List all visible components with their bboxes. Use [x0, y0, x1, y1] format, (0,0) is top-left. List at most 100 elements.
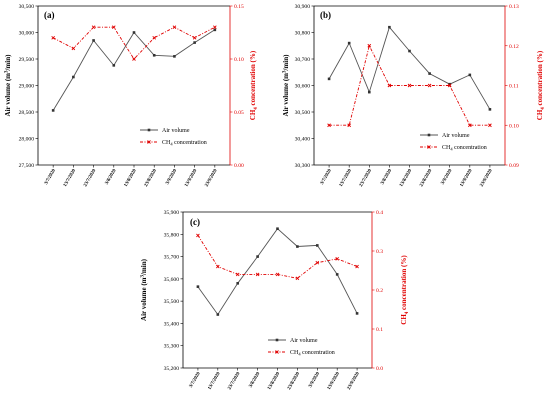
legend-ch4-label-part: concentration [453, 145, 487, 151]
y-tick-label: 35,400 [164, 321, 180, 327]
ch4-concentration-point [347, 123, 352, 128]
ch4-concentration-point [387, 83, 392, 88]
air-volume-point [173, 55, 176, 58]
y-tick-label: 35,300 [164, 344, 180, 350]
legend-ch4-label-part: concentration [301, 350, 335, 356]
y2-axis-title-sub: 4 [405, 311, 410, 314]
y2-tick-label: 0.0 [376, 366, 383, 372]
x-tick-label: 23/9/2020 [205, 168, 219, 188]
y2-tick-label: 0.15 [234, 4, 244, 10]
air-volume-point [428, 72, 431, 75]
x-tick-label: 23/7/2020 [227, 371, 241, 391]
y-tick-label: 30,800 [295, 31, 311, 37]
legend-air-marker [427, 133, 431, 137]
y-tick-label: 35,800 [164, 232, 180, 238]
legend-ch4-label: CH4 concentration [442, 145, 487, 152]
air-volume-point [315, 244, 319, 247]
legend-ch4-label: CH4 concentration [162, 140, 207, 147]
y-tick-label: 30,400 [295, 137, 311, 143]
ch4-concentration-point [315, 260, 320, 265]
y-tick-label: 35,200 [164, 366, 180, 372]
ch4-concentration-point [196, 233, 200, 238]
ch4-concentration-point [295, 276, 300, 281]
y-axis-title-sup: 3 [283, 70, 288, 73]
air-volume-line [52, 29, 216, 111]
y-tick-label: 30,500 [19, 4, 35, 10]
ch4-concentration-point [367, 43, 372, 48]
air-volume-point [335, 273, 339, 276]
y-tick-label: 35,700 [164, 255, 180, 261]
x-tick-label: 3/8/2020 [380, 168, 393, 186]
y2-axis-title-sub: 4 [541, 107, 546, 110]
legend-air-marker [275, 338, 279, 342]
x-tick-label: 13/8/2020 [399, 168, 413, 188]
y2-tick-label: 0.3 [376, 249, 383, 255]
y-axis-title-part: /min) [282, 54, 290, 72]
legend-air-label: Air volume [442, 133, 470, 139]
x-tick-label: 13/7/2020 [63, 168, 77, 188]
y2-tick-label: 0.12 [509, 44, 519, 50]
y2-axis-title-part: CH [249, 109, 257, 120]
ch4-concentration-point [213, 25, 217, 30]
x-tick-label: 3/9/2020 [308, 371, 321, 389]
y-axis-title-part: Air volume (m [140, 277, 148, 321]
legend-ch4-label-sub: 4 [450, 147, 453, 152]
ch4-concentration-point [215, 264, 220, 269]
legend-ch4-label-part: CH [290, 350, 299, 356]
y2-axis-title-part: CH [400, 314, 408, 325]
y-tick-label: 30,500 [295, 110, 311, 116]
y2-tick-label: 0.1 [376, 327, 383, 333]
y-tick-label: 30,300 [295, 163, 311, 169]
y2-axis-title-part: concentration (%) [536, 50, 544, 107]
x-tick-label: 3/8/2020 [105, 168, 118, 186]
y-axis-title: Air volume (m3/min) [4, 54, 12, 117]
panel-b: 30,300 30,400 30,500 30,600 30,700 30,800 30,9… [282, 4, 546, 188]
air-volume-line [197, 228, 358, 316]
y2-tick-label: 0.10 [509, 123, 519, 129]
x-tick-label: 23/9/2020 [347, 371, 361, 391]
y2-axis-title-sub: 4 [254, 107, 259, 110]
legend-ch4-marker [147, 140, 151, 144]
y2-tick-label: 0.11 [509, 84, 519, 90]
panel-label: (a) [44, 10, 55, 20]
ch4-concentration-point [488, 123, 492, 128]
air-volume-point [468, 73, 472, 77]
air-volume-point [193, 41, 196, 44]
y-axis-title-part: /min) [140, 258, 148, 276]
ch4-concentration-point [111, 25, 116, 30]
air-volume-point [448, 82, 452, 86]
y-axis-title: Air volume (m3/min) [140, 258, 148, 321]
panel-label: (b) [320, 10, 331, 20]
air-volume-point [72, 75, 75, 79]
ch4-concentration-point [275, 272, 280, 277]
y2-axis-title-part: concentration (%) [249, 50, 257, 107]
ch4-concentration-point [132, 57, 136, 61]
legend-ch4-label-part: CH [162, 140, 171, 146]
air-volume-point [112, 64, 116, 67]
x-tick-label: 13/8/2020 [267, 371, 281, 391]
air-volume-point [355, 312, 359, 315]
ch4-concentration-point [407, 83, 412, 88]
y2-axis-title: CH4 concentration (%) [400, 255, 410, 325]
x-tick-label: 23/8/2020 [419, 168, 433, 188]
y2-tick-label: 0.4 [376, 210, 383, 216]
y-tick-label: 29,500 [19, 57, 35, 63]
x-tick-label: 3/8/2020 [248, 371, 261, 389]
y-tick-label: 30,900 [295, 4, 311, 10]
air-volume-point [296, 245, 299, 248]
x-tick-label: 3/9/2020 [165, 168, 178, 186]
panel-label: (c) [190, 217, 200, 227]
x-tick-label: 23/8/2020 [287, 371, 301, 391]
panel-c: 35,200 35,300 35,400 35,500 35,600 35,700 35,8… [140, 210, 410, 391]
x-tick-label: 23/8/2020 [144, 168, 158, 188]
x-tick-label: 13/9/2020 [184, 168, 198, 188]
y2-tick-label: 0.09 [509, 163, 519, 169]
legend-ch4-marker [275, 350, 279, 354]
ch4-concentration-point [235, 272, 240, 277]
y2-axis-title-part: concentration (%) [400, 255, 408, 312]
air-volume-point [367, 90, 371, 94]
ch4-concentration-point [327, 123, 331, 128]
ch4-concentration-point [71, 46, 76, 51]
x-tick-label: 13/9/2020 [459, 168, 473, 188]
ch4-concentration-point [51, 35, 55, 40]
